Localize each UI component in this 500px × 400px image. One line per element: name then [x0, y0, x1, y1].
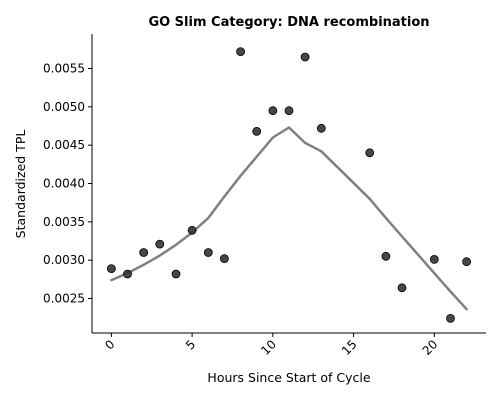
x-tick-label: 15 [339, 337, 360, 358]
data-point [284, 106, 294, 116]
y-tick-label: 0.0025 [43, 292, 85, 306]
data-point [446, 313, 455, 323]
data-point [381, 251, 391, 261]
y-tick-label: 0.0035 [43, 215, 85, 229]
y-tick-label: 0.0055 [43, 62, 85, 76]
chart-title: GO Slim Category: DNA recombination [148, 15, 429, 30]
data-point [462, 257, 472, 267]
data-point [268, 106, 278, 116]
y-tick-label: 0.0030 [43, 253, 85, 267]
data-point [236, 47, 246, 56]
x-tick-label: 0 [102, 337, 117, 352]
data-point [300, 52, 310, 62]
data-point [429, 254, 439, 264]
y-tick-label: 0.0040 [43, 177, 85, 191]
data-point [171, 269, 181, 279]
trend-line [110, 126, 468, 311]
data-point [139, 248, 149, 257]
x-tick-label: 10 [258, 337, 279, 358]
data-point [155, 239, 165, 249]
y-tick-label: 0.0050 [43, 100, 85, 114]
data-point [397, 283, 407, 293]
data-point [107, 264, 116, 274]
data-point [123, 269, 132, 279]
data-point [187, 225, 197, 235]
x-tick-label: 5 [183, 337, 198, 352]
data-point [252, 126, 262, 136]
x-tick-label: 20 [420, 337, 441, 358]
data-point [316, 123, 326, 133]
x-axis-label: Hours Since Start of Cycle [207, 370, 370, 385]
data-point [219, 254, 229, 264]
data-point [203, 248, 213, 257]
data-point [365, 148, 375, 158]
y-tick-label: 0.0045 [43, 138, 85, 152]
y-axis-label: Standardized TPL [13, 130, 28, 239]
